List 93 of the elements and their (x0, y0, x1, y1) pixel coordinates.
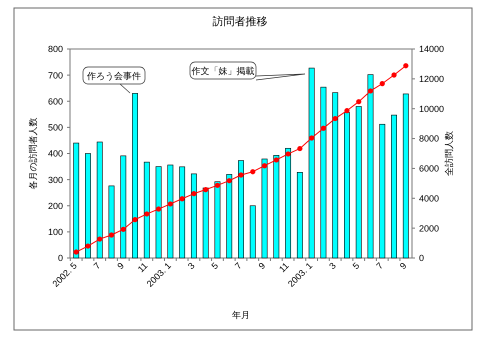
x-tick-label: 3 (186, 260, 197, 272)
point (226, 178, 232, 184)
bar (167, 164, 174, 258)
point (391, 72, 397, 78)
point (180, 196, 185, 202)
point (356, 99, 362, 104)
y2-tick-label: 10000 (419, 104, 444, 114)
point (320, 126, 326, 131)
y-tick-label: 500 (48, 122, 63, 133)
bar (379, 124, 386, 258)
point (132, 217, 138, 222)
bar (273, 155, 280, 258)
x-tick-label: 7 (92, 260, 102, 272)
bar (332, 92, 338, 258)
point (120, 226, 126, 232)
point (250, 169, 256, 174)
point (285, 151, 291, 157)
point (191, 191, 197, 196)
point (156, 206, 162, 212)
point (144, 211, 150, 217)
y2-axis-title: 全訪問人数 (444, 131, 454, 176)
y-tick-label: 700 (48, 70, 63, 80)
x-tick-label: 7 (233, 260, 244, 272)
bar (402, 94, 409, 258)
bar (391, 114, 397, 258)
y-tick-label: 400 (48, 148, 63, 159)
bar (202, 188, 209, 258)
x-axis-title: 年月 (232, 310, 250, 320)
bar (250, 205, 256, 258)
y2-tick-label: 4000 (419, 193, 440, 204)
y2-tick-label: 2000 (419, 223, 440, 234)
y2-tick-label: 12000 (419, 74, 444, 84)
y-tick-label: 800 (48, 44, 63, 54)
bar (108, 186, 114, 258)
bar (73, 142, 80, 258)
x-tick-label: 11 (277, 260, 291, 274)
bar (144, 162, 150, 258)
bar (308, 68, 315, 258)
bar (368, 74, 374, 258)
bar (296, 172, 303, 258)
x-tick-label: 5 (350, 260, 362, 272)
point (368, 88, 374, 94)
y-tick-label: 0 (58, 253, 63, 264)
x-tick-label: 7 (374, 260, 385, 272)
point (262, 163, 268, 168)
point (297, 146, 302, 152)
x-tick-label: 3 (327, 260, 338, 272)
bar (226, 174, 232, 258)
point (274, 157, 279, 163)
point (108, 232, 114, 238)
x-tick-label: 9 (398, 260, 408, 272)
point (309, 135, 314, 141)
bar (356, 106, 362, 258)
point (74, 249, 79, 255)
chart-title: 訪問者推移 (212, 15, 268, 28)
y2-tick-label: 6000 (419, 164, 440, 174)
bar (285, 148, 292, 258)
x-tick-label: 9 (256, 260, 268, 272)
bar (214, 181, 220, 258)
bar (344, 112, 350, 258)
annotation: 作ろう会事件 (86, 71, 141, 82)
x-tick-label: 11 (136, 260, 150, 274)
y2-tick-label: 14000 (419, 44, 444, 54)
point (203, 187, 208, 192)
bar (238, 160, 244, 258)
y2-tick-label: 0 (419, 253, 424, 264)
point (97, 236, 102, 242)
y-tick-label: 600 (48, 96, 63, 106)
annotation: 作文「妹」掲載 (190, 66, 254, 76)
point (238, 172, 244, 178)
bar (156, 166, 162, 258)
point (85, 243, 91, 249)
y-axis-title: 各月の訪問者人数 (28, 118, 38, 190)
point (332, 116, 338, 122)
point (168, 201, 173, 207)
y-tick-label: 300 (48, 174, 63, 185)
bar (179, 166, 186, 258)
y2-tick-label: 8000 (419, 134, 440, 144)
point (344, 108, 350, 114)
bar (320, 86, 326, 258)
bar (190, 174, 197, 258)
bar (120, 156, 126, 258)
x-tick-label: 9 (115, 260, 126, 272)
point (380, 81, 385, 86)
bar (132, 93, 138, 258)
bar (96, 142, 103, 258)
bar (85, 153, 91, 258)
y-tick-label: 100 (48, 227, 63, 238)
point (403, 63, 408, 68)
point (214, 182, 220, 188)
y-tick-label: 200 (48, 200, 63, 211)
bar (262, 158, 268, 258)
x-tick-label: 5 (209, 260, 220, 272)
